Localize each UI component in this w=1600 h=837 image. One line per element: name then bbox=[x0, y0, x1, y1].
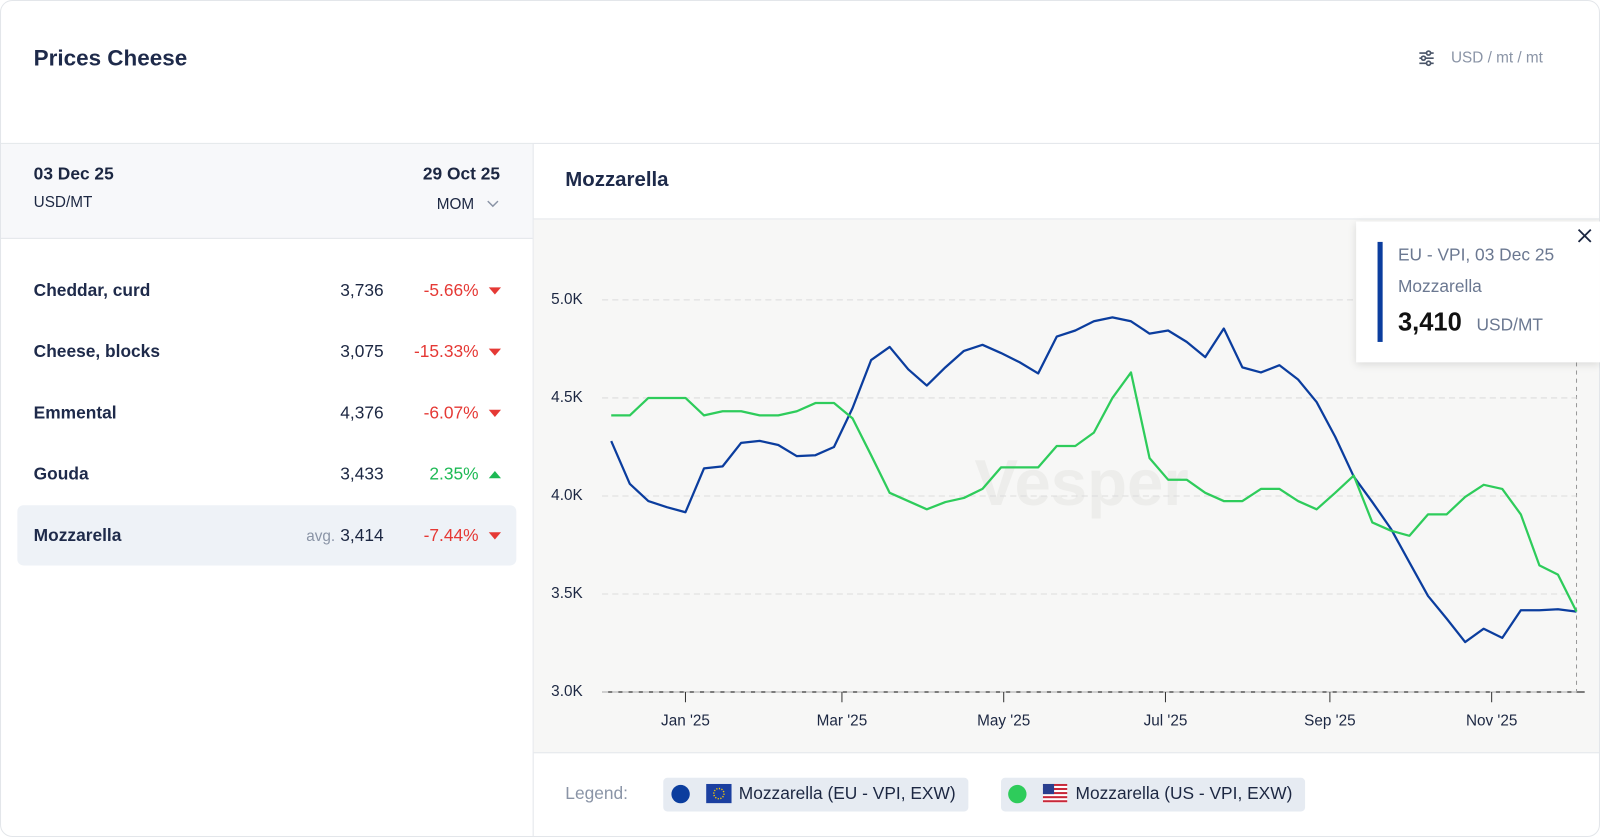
x-tick-label: Jul '25 bbox=[1144, 713, 1188, 730]
price: 3,075 bbox=[340, 341, 384, 361]
price: 3,433 bbox=[340, 463, 384, 484]
x-tick-label: Mar '25 bbox=[817, 713, 868, 730]
change: -7.44% bbox=[423, 525, 479, 545]
unit-selector[interactable]: USD / mt / mt bbox=[1451, 48, 1543, 67]
x-tick-label: May '25 bbox=[977, 713, 1030, 730]
item-name: Emmental bbox=[33, 402, 117, 423]
chart-title: Mozzarella bbox=[565, 168, 669, 191]
x-tick-label: Jan '25 bbox=[661, 713, 710, 730]
legend-label: Mozzarella (EU - VPI, EXW) bbox=[738, 783, 956, 804]
table-header bbox=[1, 143, 533, 239]
unit: USD/MT bbox=[33, 193, 93, 212]
eu-flag bbox=[706, 783, 732, 804]
date: 03 Dec 25 bbox=[33, 164, 114, 184]
price-prefix: avg. bbox=[306, 527, 336, 545]
item-name: Mozzarella bbox=[33, 525, 122, 545]
page-title: Prices Cheese bbox=[33, 44, 188, 71]
close-button[interactable] bbox=[1577, 229, 1592, 243]
item-name: Cheddar, curd bbox=[33, 280, 151, 300]
tooltip-bar bbox=[1377, 241, 1383, 342]
y-tick-label: 4.5K bbox=[551, 389, 583, 406]
price-cell: 3,736 bbox=[340, 280, 383, 300]
price-cell: 3,075 bbox=[340, 341, 383, 361]
price: 3,414 bbox=[340, 525, 384, 545]
divider bbox=[533, 752, 1600, 754]
trend-icon bbox=[488, 531, 502, 539]
y-tick-label: 5.0K bbox=[551, 291, 583, 308]
table-row[interactable]: Gouda 3,433 2.35% bbox=[17, 444, 516, 504]
change: -15.33% bbox=[413, 341, 479, 361]
price: 3,736 bbox=[340, 280, 384, 300]
us-flag bbox=[1042, 783, 1068, 804]
watermark: Vesper bbox=[975, 446, 1189, 519]
tooltip-value: 3,410 bbox=[1397, 308, 1462, 337]
period-dropdown[interactable]: MOM bbox=[436, 195, 475, 214]
item-name: Gouda bbox=[33, 463, 89, 484]
price-cell: 3,433 bbox=[340, 464, 383, 484]
legend-swatch bbox=[671, 784, 690, 804]
trend-icon bbox=[488, 470, 502, 478]
compare-date: 29 Oct 25 bbox=[422, 164, 500, 184]
y-tick-label: 3.5K bbox=[551, 585, 583, 602]
legend-label: Mozzarella (US - VPI, EXW) bbox=[1075, 783, 1293, 804]
trend-icon bbox=[488, 286, 502, 294]
table-row[interactable]: Cheddar, curd 3,736 -5.66% bbox=[17, 260, 516, 320]
series-line bbox=[610, 316, 1577, 644]
tooltip-product: Mozzarella bbox=[1397, 276, 1482, 297]
table-row[interactable]: Mozzarella avg. 3,414 -7.44% bbox=[17, 505, 517, 566]
x-tick-label: Sep '25 bbox=[1304, 713, 1355, 730]
change: 2.35% bbox=[429, 463, 479, 484]
price: 4,376 bbox=[340, 402, 384, 423]
price-cell: avg. 3,414 bbox=[306, 525, 383, 545]
legend-swatch bbox=[1008, 784, 1027, 804]
filter-icon[interactable] bbox=[1418, 50, 1434, 67]
price-cell: 4,376 bbox=[340, 403, 383, 423]
y-tick-label: 3.0K bbox=[551, 683, 583, 700]
divider bbox=[0, 142, 1600, 144]
chart: Vesper 3.0K 3.5K 4.0K 4.5K 5.0K Jan '25 Mar '2… bbox=[533, 219, 1599, 753]
item-name: Cheese, blocks bbox=[33, 341, 160, 361]
trend-icon bbox=[488, 409, 502, 417]
series-line bbox=[611, 371, 1578, 613]
x-tick-label: Nov '25 bbox=[1466, 713, 1517, 730]
trend-icon bbox=[488, 348, 502, 356]
tooltip-title: EU - VPI, 03 Dec 25 bbox=[1397, 244, 1555, 265]
table-row[interactable]: Cheese, blocks 3,075 -15.33% bbox=[17, 322, 516, 382]
tooltip-unit: USD/MT bbox=[1476, 315, 1544, 335]
divider bbox=[533, 218, 1600, 220]
legend-title: Legend: bbox=[565, 783, 629, 804]
change: -6.07% bbox=[423, 402, 479, 423]
tooltip bbox=[1356, 221, 1600, 363]
table-row[interactable]: Emmental 4,376 -6.07% bbox=[17, 383, 516, 443]
chevron bbox=[487, 200, 499, 208]
change: -5.66% bbox=[423, 280, 479, 300]
y-tick-label: 4.0K bbox=[551, 487, 583, 504]
divider bbox=[532, 143, 534, 836]
